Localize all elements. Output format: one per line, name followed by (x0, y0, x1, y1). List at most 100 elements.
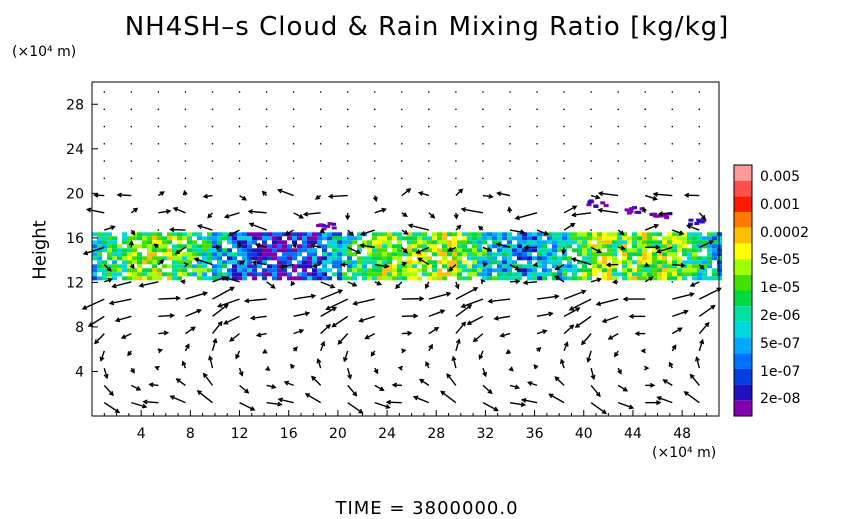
cloud-cell (322, 248, 327, 253)
cloud-cell (537, 236, 542, 241)
x-tick-label: 28 (427, 426, 445, 442)
cloud-cell (502, 260, 507, 265)
wind-vector-head (407, 330, 413, 336)
cloud-cell (167, 276, 172, 281)
x-tick-label: 24 (378, 426, 396, 442)
cloud-cell (602, 264, 607, 269)
cloud-cell (612, 260, 617, 265)
wind-vector-head (619, 230, 625, 236)
wind-vector (347, 402, 363, 414)
cloud-cell (377, 240, 382, 245)
wind-vector-head (642, 206, 647, 213)
cloud-cell (367, 248, 372, 253)
cloud-cell (147, 276, 152, 281)
wind-vector-head (116, 192, 122, 198)
wind-vector (455, 108, 457, 111)
wind-vector (211, 142, 214, 145)
wind-vector-head (207, 213, 213, 219)
cloud-cell (287, 260, 292, 265)
cloud-cell (237, 268, 242, 273)
wind-vector (158, 210, 171, 214)
cloud-cell (532, 268, 537, 273)
cloud-cell (597, 268, 602, 273)
wind-vector (509, 229, 525, 234)
wind-vector-head (456, 224, 462, 230)
cloud-cell (287, 248, 292, 253)
cloud-cell (232, 276, 237, 281)
wind-vector-head (169, 313, 176, 319)
cloud-cell (582, 240, 587, 245)
wind-vector-head (596, 277, 603, 283)
cloud-cell (387, 276, 392, 281)
wind-vector-head (570, 257, 577, 263)
colorbar-swatch (734, 400, 752, 416)
cloud-cell (387, 264, 392, 269)
wind-vector-head (202, 193, 209, 199)
wind-vector-head (316, 358, 322, 364)
wind-vector (139, 281, 159, 287)
wind-vector (121, 332, 132, 339)
cloud-cell (202, 240, 207, 245)
cloud-cell (452, 244, 457, 249)
cloud-cell (187, 236, 192, 241)
wind-vector-head (179, 279, 186, 285)
wind-vector-head (522, 280, 529, 286)
wind-vector-head (181, 360, 187, 366)
wind-vector (319, 108, 322, 111)
wind-vector (599, 192, 619, 197)
cloud-cell (617, 272, 622, 277)
wind-vector (320, 289, 343, 300)
cloud-cell (252, 276, 257, 281)
cloud-cell (482, 252, 487, 257)
wind-vector (617, 384, 628, 392)
wind-vector-head (154, 365, 160, 371)
cloud-cell (712, 276, 717, 281)
x-tick-label: 44 (624, 426, 642, 442)
cloud-cell (382, 260, 387, 265)
cloud-cell (157, 240, 162, 245)
cloud-cell (657, 272, 662, 277)
cloud-cell (632, 244, 637, 249)
wind-vector-head (466, 320, 472, 325)
cloud-cell (332, 232, 337, 237)
wind-vector-head (417, 191, 424, 196)
cloud-cell (337, 248, 342, 253)
wind-vector (509, 280, 520, 283)
cloud-cell (247, 244, 252, 249)
cloud-cell (227, 252, 232, 257)
cloud-cell (157, 268, 162, 273)
cloud-cell (607, 252, 612, 257)
cloud-cell (407, 264, 412, 269)
cloud-cell (407, 236, 412, 241)
wind-vector (617, 177, 619, 180)
wind-vector (249, 223, 267, 231)
wind-vector (455, 142, 457, 145)
cloud-cell (202, 268, 207, 273)
cloud-cell (222, 252, 227, 257)
cloud-cell (632, 252, 637, 257)
wind-vector (617, 142, 619, 145)
cloud-cell (262, 268, 267, 273)
cloud-cell (257, 272, 262, 277)
cloud-cell (652, 268, 657, 273)
cloud-cell (572, 236, 577, 241)
cloud-cell (382, 236, 387, 241)
cloud-cell (342, 276, 347, 281)
cloud-cell (432, 248, 437, 253)
cloud-cell (242, 248, 247, 253)
cloud-cell (162, 236, 167, 241)
cloud-cell (137, 260, 142, 265)
wind-vector (310, 244, 321, 249)
cloud-cell (612, 256, 617, 261)
wind-vector (266, 281, 276, 289)
cloud-cell (477, 232, 482, 237)
cloud-cell (257, 232, 262, 237)
cloud-cell (347, 240, 352, 245)
wind-vector (671, 91, 674, 93)
cloud-cell (342, 240, 347, 245)
cloud-cell (592, 252, 597, 257)
wind-vector (373, 91, 376, 93)
cloud-cell (586, 203, 592, 207)
wind-vector-head (412, 395, 419, 401)
wind-vector (482, 108, 484, 111)
